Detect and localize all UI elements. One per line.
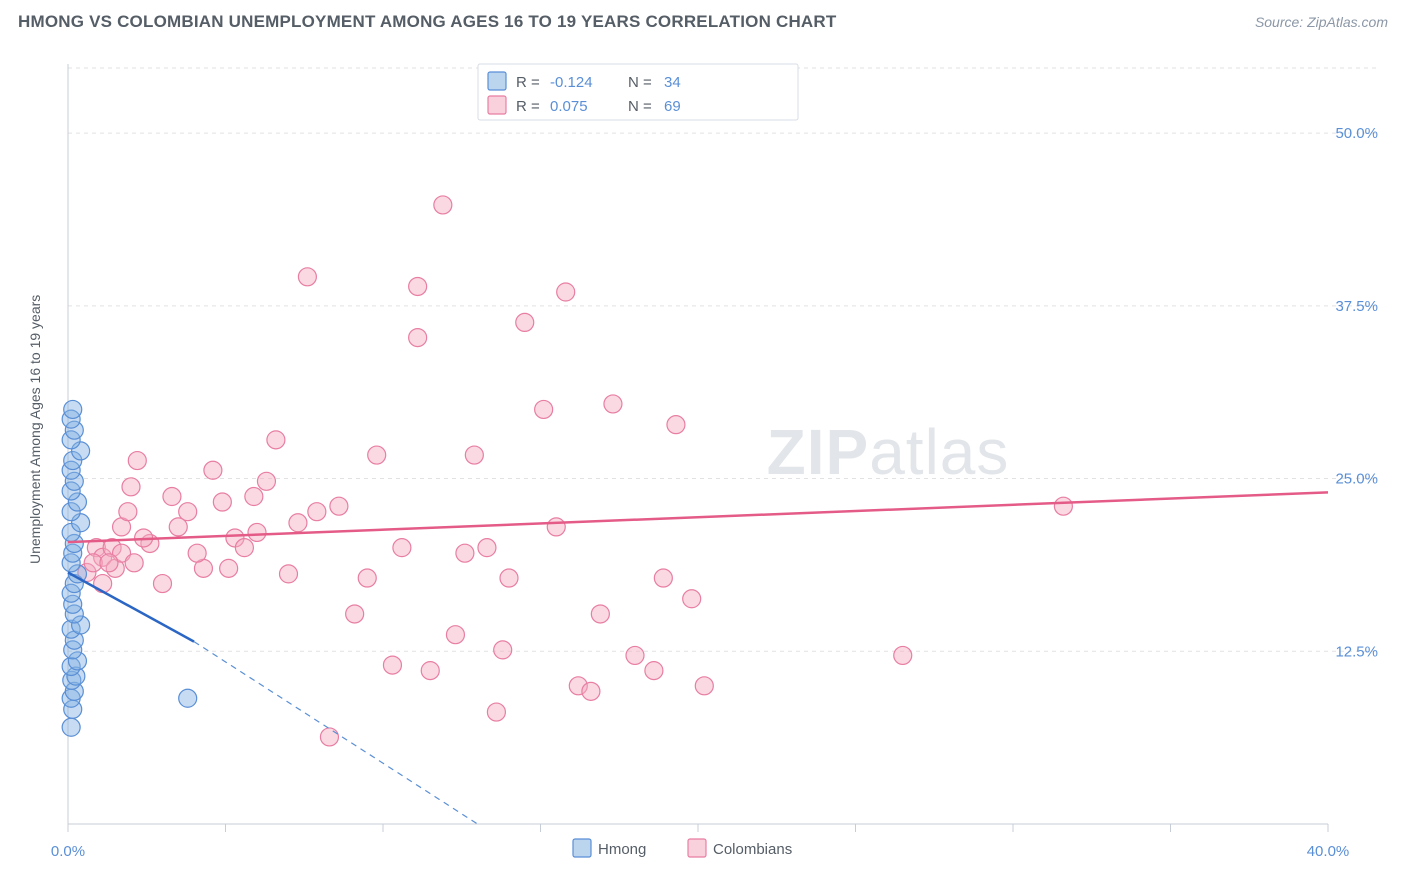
chart-area: ZIPatlas Unemployment Among Ages 16 to 1… (18, 44, 1388, 880)
svg-text:37.5%: 37.5% (1335, 298, 1378, 315)
legend-bottom-swatch-hmong (573, 839, 591, 857)
legend-r-label-2: R = (516, 98, 540, 115)
source-label: Source: ZipAtlas.com (1255, 14, 1388, 30)
legend-n-label-2: N = (628, 98, 652, 115)
legend-series: Hmong Colombians (573, 839, 792, 858)
title-bar: HMONG VS COLOMBIAN UNEMPLOYMENT AMONG AG… (0, 0, 1406, 32)
svg-text:25.0%: 25.0% (1335, 471, 1378, 488)
scatter-chart: ZIPatlas Unemployment Among Ages 16 to 1… (18, 44, 1388, 880)
legend-bottom-swatch-colombians (688, 839, 706, 857)
legend-r-value-hmong: -0.124 (550, 74, 593, 91)
legend-bottom-label-colombians: Colombians (713, 841, 792, 858)
svg-text:12.5%: 12.5% (1335, 643, 1378, 660)
y-axis-label: Unemployment Among Ages 16 to 19 years (27, 295, 43, 564)
x-tick-label-min: 0.0% (51, 843, 85, 860)
legend-swatch-colombians (488, 96, 506, 114)
legend-n-value-hmong: 34 (664, 74, 681, 91)
legend-n-label-1: N = (628, 74, 652, 91)
legend-r-label-1: R = (516, 74, 540, 91)
gridlines (68, 68, 1378, 651)
legend-n-value-colombians: 69 (664, 98, 681, 115)
legend-swatch-hmong (488, 72, 506, 90)
chart-title: HMONG VS COLOMBIAN UNEMPLOYMENT AMONG AG… (18, 12, 836, 32)
x-ticks (68, 824, 1328, 832)
x-tick-label-max: 40.0% (1307, 843, 1350, 860)
svg-text:50.0%: 50.0% (1335, 125, 1378, 142)
y-tick-labels: 12.5% 25.0% 37.5% 50.0% (1335, 125, 1378, 660)
legend-r-value-colombians: 0.075 (550, 98, 588, 115)
watermark: ZIPatlas (767, 416, 1010, 488)
legend-bottom-label-hmong: Hmong (598, 841, 646, 858)
legend-stats: R = -0.124 N = 34 R = 0.075 N = 69 (478, 64, 798, 120)
